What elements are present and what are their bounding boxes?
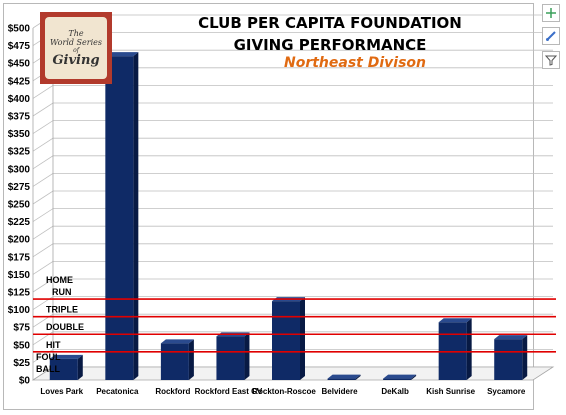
y-tick-label: $350 (8, 129, 31, 140)
y-tick-label: $325 (8, 147, 31, 158)
y-tick-label: $400 (8, 94, 31, 105)
y-tick-label: $225 (8, 217, 31, 228)
logo-text-the: The (68, 28, 84, 38)
chart-border (3, 3, 534, 410)
chart-title: CLUB PER CAPITA FOUNDATION (198, 14, 462, 32)
y-tick-label: $300 (8, 164, 31, 175)
logo-text-world-series: World Series (50, 37, 102, 47)
bar-rockford (160, 339, 194, 380)
chart-filters-button[interactable] (542, 51, 560, 69)
y-tick-label: $500 (8, 24, 31, 35)
add-chart-element-button[interactable] (542, 4, 560, 22)
x-tick-label: Pecatonica (96, 387, 139, 396)
bar-belvidere (327, 374, 361, 380)
y-tick-label: $125 (8, 288, 31, 299)
bar-kish-sunrise (438, 318, 472, 380)
x-tick-label: Kish Sunrise (426, 387, 475, 396)
y-tick-label: $175 (8, 252, 31, 263)
plus-icon (546, 8, 556, 18)
bars (49, 52, 528, 380)
reference-level-label: RUN (52, 287, 72, 297)
chart-subtitle: Northeast Divison (283, 55, 426, 71)
chart-title-line2: GIVING PERFORMANCE (233, 36, 427, 54)
reference-level-label: FOUL (36, 352, 61, 362)
logo-text-of: of (73, 46, 79, 54)
brush-icon (546, 31, 556, 41)
x-tick-label: Rockford East CV (195, 387, 263, 396)
y-tick-label: $475 (8, 41, 31, 52)
reference-level-label: HIT (46, 340, 61, 350)
x-tick-label: Rockford (155, 387, 190, 396)
x-tick-label: Sycamore (487, 387, 526, 396)
x-tick-label: Belvidere (322, 387, 359, 396)
reference-level-label: TRIPLE (46, 305, 78, 315)
chart-styles-button[interactable] (542, 27, 560, 45)
y-tick-label: $425 (8, 76, 31, 87)
bar-rockton-roscoe (272, 297, 305, 380)
y-tick-label: $375 (8, 112, 31, 123)
bar-rockford-east-cv (216, 332, 250, 380)
y-tick-label: $150 (8, 270, 31, 281)
y-tick-label: $250 (8, 200, 31, 211)
bar-dekalb (383, 374, 417, 380)
y-tick-label: $75 (13, 323, 30, 334)
world-series-of-giving-logo: The World Series of Giving (40, 12, 112, 84)
bar-pecatonica (105, 52, 139, 380)
bar-sycamore (494, 335, 528, 380)
bar-loves-park (49, 354, 83, 380)
reference-level-label: BALL (36, 364, 60, 374)
filter-icon (545, 55, 557, 66)
y-tick-label: $50 (13, 340, 30, 351)
labels: $0 $25 $50 $75 $100 $125 $150 $175 $200 $225 $250 $… (8, 24, 526, 397)
reference-level-label: HOME (46, 275, 73, 285)
x-tick-label: Rockton-Roscoe (252, 387, 316, 396)
y-tick-label: $200 (8, 235, 31, 246)
reference-lines (33, 298, 556, 353)
reference-level-label: DOUBLE (46, 322, 84, 332)
y-tick-label: $25 (13, 358, 30, 369)
x-tick-label: DeKalb (381, 387, 409, 396)
logo-text-giving: Giving (52, 52, 100, 68)
y-tick-label: $100 (8, 305, 31, 316)
x-tick-label: Loves Park (40, 387, 83, 396)
y-tick-label: $0 (19, 376, 31, 387)
y-tick-label: $450 (8, 59, 31, 70)
y-tick-label: $275 (8, 182, 31, 193)
